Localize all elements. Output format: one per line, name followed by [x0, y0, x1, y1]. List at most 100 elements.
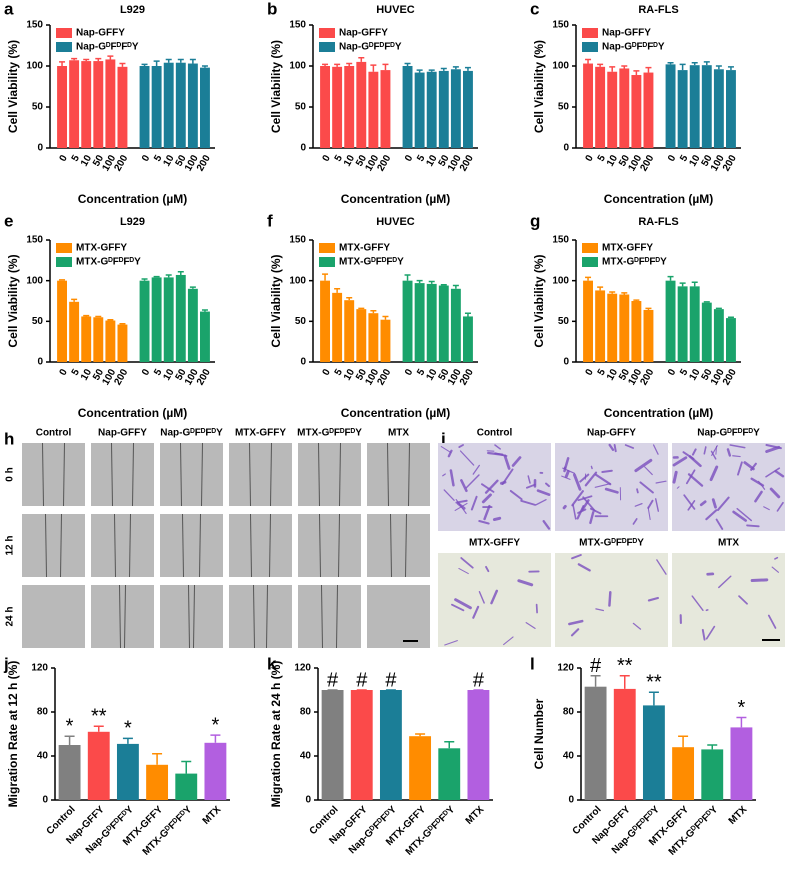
- bar: [380, 70, 391, 148]
- cell-stain: [688, 455, 702, 468]
- error-bar: [715, 307, 722, 310]
- x-axis-label: Concentration (µM): [604, 192, 714, 206]
- error-bar: [346, 62, 353, 66]
- bar: [146, 764, 169, 800]
- cell-stain: [687, 473, 704, 487]
- y-tick-label: 120: [31, 663, 48, 674]
- bar: [730, 727, 753, 800]
- cell-stain: [545, 482, 550, 488]
- x-tick-label: 5: [333, 367, 346, 378]
- column-label: MTX: [388, 428, 409, 439]
- y-axis-label: Cell Viability (%): [269, 40, 283, 133]
- bar: [463, 70, 473, 148]
- error-bar: [189, 286, 196, 289]
- legend-swatch: [582, 243, 598, 253]
- micrograph: [22, 443, 85, 506]
- cell-stain: [571, 554, 582, 560]
- x-tick-label: 10: [342, 367, 357, 383]
- cell-stain: [511, 456, 522, 467]
- error-bar: [667, 61, 674, 65]
- error-bar: [334, 288, 341, 293]
- error-bar: [404, 62, 411, 66]
- annotation: *: [212, 714, 220, 736]
- error-bar: [152, 753, 163, 765]
- cell-stain: [503, 454, 511, 470]
- error-bar: [83, 314, 90, 317]
- x-tick-label: 200: [458, 367, 476, 387]
- error-bar: [444, 740, 455, 749]
- cell-stain: [542, 520, 551, 530]
- bar: [175, 773, 198, 800]
- legend-label: MTX-GᴰFᴰFᴰY: [339, 257, 404, 268]
- cell-stain: [672, 456, 688, 467]
- legend-swatch: [56, 257, 72, 267]
- error-bar: [707, 744, 718, 750]
- scratch-edge: [405, 513, 407, 578]
- cell-stain: [608, 443, 615, 451]
- cell-stain: [732, 455, 741, 458]
- micrograph: [160, 514, 223, 577]
- cell-stain: [478, 519, 490, 525]
- error-bar: [679, 282, 686, 287]
- cell-stain: [440, 446, 452, 453]
- bar: [321, 690, 344, 800]
- scratch-edge: [60, 513, 62, 578]
- x-tick-label: MTX: [727, 804, 750, 827]
- bar: [69, 301, 80, 362]
- error-bar: [119, 323, 126, 325]
- y-tick-label: 80: [300, 707, 312, 718]
- x-tick-label: 50: [437, 153, 452, 169]
- error-bar: [119, 62, 126, 67]
- cell-stain: [568, 619, 584, 626]
- cell-stain: [577, 508, 587, 514]
- bar: [450, 69, 461, 148]
- cell-stain: [729, 444, 746, 449]
- scratch-edge: [119, 584, 121, 649]
- y-tick-label: 50: [32, 102, 44, 113]
- legend-swatch: [582, 42, 598, 52]
- cell-stain: [472, 464, 480, 475]
- bar: [175, 62, 186, 148]
- image-label: MTX: [718, 538, 739, 549]
- micrograph: [160, 443, 223, 506]
- cell-stain: [536, 489, 551, 496]
- cell-stain: [634, 458, 653, 473]
- annotation: **: [646, 671, 662, 693]
- bar: [414, 283, 425, 362]
- x-tick-label: 10: [342, 153, 357, 169]
- bar: [402, 66, 413, 148]
- x-tick-label: 50: [617, 367, 632, 383]
- x-tick-label: 5: [415, 153, 428, 164]
- x-tick-label: 5: [596, 153, 609, 164]
- cell-stain: [639, 481, 654, 494]
- cell-stain: [776, 501, 784, 512]
- cell-stain: [774, 556, 779, 560]
- bar: [677, 70, 688, 148]
- error-bar: [645, 66, 652, 73]
- error-bar: [141, 63, 148, 66]
- cell-stain: [705, 625, 716, 640]
- cell-stain: [771, 566, 780, 573]
- error-bar: [609, 66, 616, 72]
- bar: [607, 71, 618, 148]
- x-tick-label: 5: [333, 153, 346, 164]
- scratch-edge: [182, 513, 184, 578]
- cell-stain: [472, 605, 480, 619]
- bar: [701, 65, 712, 148]
- cell-stain: [526, 483, 536, 489]
- cell-stain: [577, 563, 591, 572]
- x-tick-label: 10: [425, 153, 440, 169]
- cell-stain: [594, 473, 612, 486]
- cell-stain: [459, 450, 475, 466]
- x-tick-label: 200: [195, 153, 213, 173]
- error-bar: [177, 58, 184, 63]
- cell-stain: [470, 495, 478, 511]
- y-tick-label: 50: [295, 102, 307, 113]
- bar: [187, 63, 198, 148]
- x-axis-label: Concentration (µM): [341, 192, 451, 206]
- error-bar: [322, 273, 329, 281]
- cell-stain: [525, 622, 536, 630]
- micrograph: [229, 443, 292, 506]
- x-tick-label: 0: [58, 367, 71, 378]
- scratch-edge: [321, 584, 323, 649]
